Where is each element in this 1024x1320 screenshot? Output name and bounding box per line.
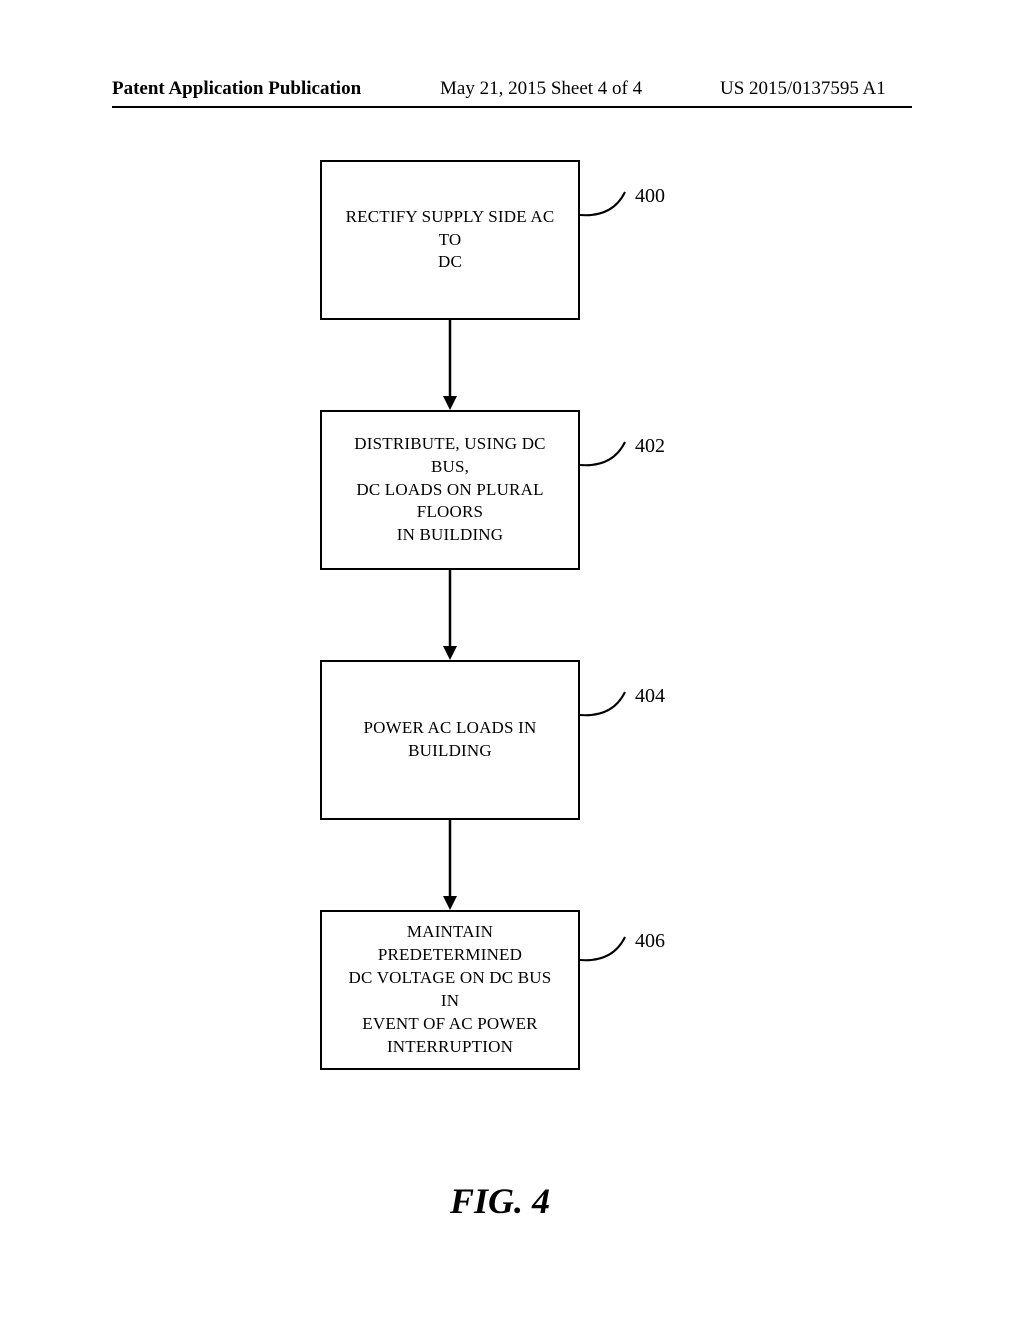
ref-number-402: 402 xyxy=(635,435,665,458)
patent-page: Patent Application Publication May 21, 2… xyxy=(0,0,1024,1320)
flow-node-404: POWER AC LOADS INBUILDING xyxy=(320,660,580,820)
flow-node-406: MAINTAIN PREDETERMINEDDC VOLTAGE ON DC B… xyxy=(320,910,580,1070)
lead-line-406 xyxy=(580,937,625,960)
flowchart: RECTIFY SUPPLY SIDE AC TODC 400 DISTRIBUTE… xyxy=(0,0,1024,1320)
flow-node-402: DISTRIBUTE, USING DC BUS,DC LOADS ON PLU… xyxy=(320,410,580,570)
lead-line-400 xyxy=(580,192,625,215)
lead-line-402 xyxy=(580,442,625,465)
ref-number-406: 406 xyxy=(635,930,665,953)
ref-number-400: 400 xyxy=(635,185,665,208)
lead-line-404 xyxy=(580,692,625,715)
ref-number-404: 404 xyxy=(635,685,665,708)
figure-label: FIG. 4 xyxy=(450,1180,550,1222)
flow-node-400: RECTIFY SUPPLY SIDE AC TODC xyxy=(320,160,580,320)
